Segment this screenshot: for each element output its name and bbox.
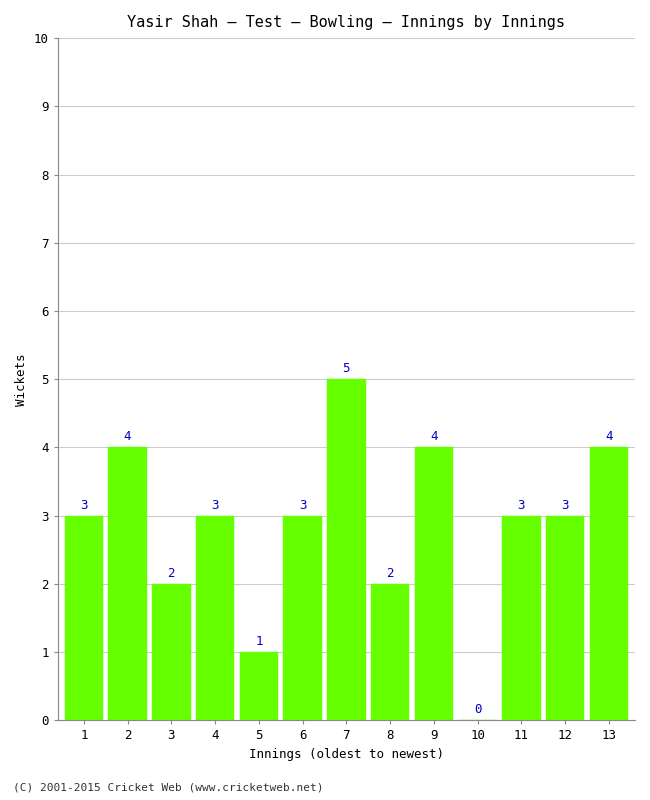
Bar [415,447,453,721]
Title: Yasir Shah – Test – Bowling – Innings by Innings: Yasir Shah – Test – Bowling – Innings by… [127,15,566,30]
Text: 3: 3 [517,498,525,512]
Text: 5: 5 [343,362,350,375]
Text: (C) 2001-2015 Cricket Web (www.cricketweb.net): (C) 2001-2015 Cricket Web (www.cricketwe… [13,782,324,792]
Bar [590,447,628,721]
Y-axis label: Wickets: Wickets [15,353,28,406]
Text: 4: 4 [605,430,612,443]
Bar [283,516,322,721]
Text: 3: 3 [299,498,306,512]
Text: 2: 2 [168,567,175,580]
Text: 0: 0 [474,703,481,716]
X-axis label: Innings (oldest to newest): Innings (oldest to newest) [249,748,444,761]
Bar [370,584,410,721]
Text: 3: 3 [80,498,88,512]
Bar [240,652,278,721]
Bar [109,447,147,721]
Bar [327,379,365,721]
Bar [152,584,190,721]
Bar [546,516,584,721]
Text: 3: 3 [211,498,219,512]
Text: 2: 2 [386,567,394,580]
Bar [196,516,234,721]
Text: 3: 3 [561,498,569,512]
Text: 1: 1 [255,635,263,648]
Bar [502,516,541,721]
Text: 4: 4 [124,430,131,443]
Text: 4: 4 [430,430,437,443]
Bar [64,516,103,721]
